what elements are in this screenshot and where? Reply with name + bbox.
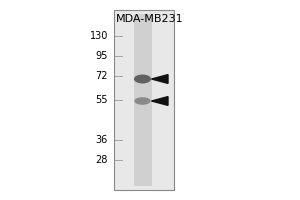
Ellipse shape [134,74,151,84]
Bar [114,10,174,190]
Text: 95: 95 [96,51,108,61]
Text: MDA-MB231: MDA-MB231 [116,14,184,24]
Text: 36: 36 [96,135,108,145]
Polygon shape [152,97,168,105]
Text: 72: 72 [95,71,108,81]
Text: 28: 28 [96,155,108,165]
Bar [134,14,152,186]
Text: 55: 55 [95,95,108,105]
Polygon shape [152,75,168,83]
Text: 130: 130 [90,31,108,41]
Ellipse shape [134,97,151,105]
